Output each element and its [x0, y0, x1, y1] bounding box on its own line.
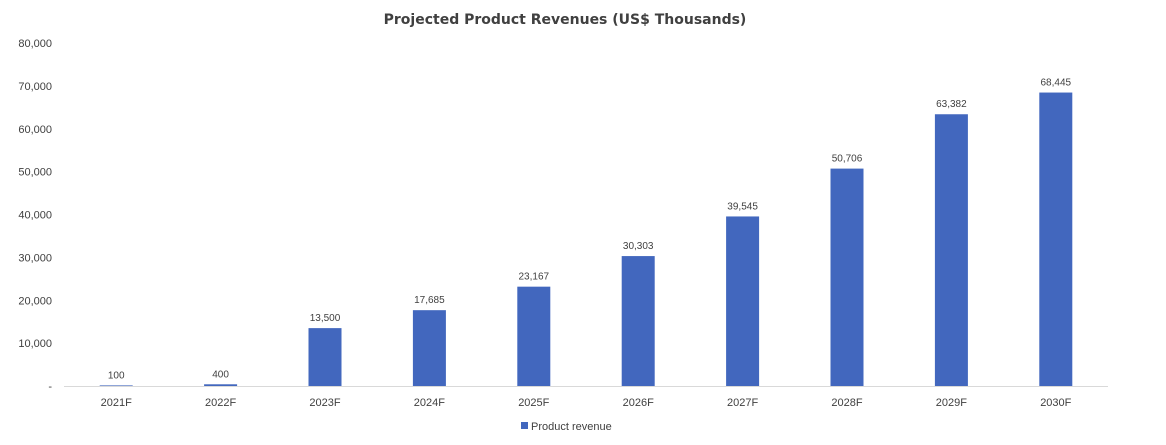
legend-swatch	[521, 422, 528, 429]
y-tick-label: 80,000	[18, 38, 52, 50]
x-tick-label: 2021F	[101, 397, 132, 409]
bar-2030F	[1039, 92, 1073, 387]
y-tick-label: 60,000	[18, 124, 52, 136]
chart-title: Projected Product Revenues (US$ Thousand…	[384, 12, 747, 28]
data-label-2022F: 400	[212, 369, 229, 380]
bar-2025F	[517, 286, 551, 386]
y-tick-label: 30,000	[18, 252, 52, 264]
data-label-2021F: 100	[108, 371, 125, 382]
data-label-2026F: 30,303	[623, 241, 654, 252]
bar-2021F	[99, 385, 133, 386]
legend: Product revenue	[521, 421, 612, 433]
data-label-2028F: 50,706	[832, 154, 863, 165]
y-tick-label: 10,000	[18, 338, 52, 350]
x-tick-label: 2022F	[205, 397, 236, 409]
bar-2027F	[726, 216, 760, 386]
y-tick-label: 70,000	[18, 81, 52, 93]
bar-2022F	[204, 384, 238, 386]
data-label-2023F: 13,500	[310, 313, 341, 324]
bar-2023F	[308, 328, 342, 386]
data-label-2024F: 17,685	[414, 295, 445, 306]
data-labels: 100 400 13,500 17,685 23,167 30,303 39,545 50,7…	[108, 78, 1072, 382]
y-tick-label: 50,000	[18, 167, 52, 179]
bar-2028F	[830, 168, 864, 386]
y-axis-ticks: - 10,000 20,000 30,000 40,000 50,000 60,000 70,…	[18, 38, 52, 393]
y-tick-label: -	[48, 381, 52, 393]
data-label-2025F: 23,167	[519, 272, 550, 283]
x-axis-ticks: 2021F 2022F 2023F 2024F 2025F 2026F 2027F 2028F…	[101, 397, 1072, 409]
bar-2024F	[412, 310, 446, 386]
bar-2026F	[621, 256, 655, 386]
y-tick-label: 20,000	[18, 295, 52, 307]
x-tick-label: 2028F	[831, 397, 862, 409]
data-label-2029F: 63,382	[936, 99, 967, 110]
x-tick-label: 2025F	[518, 397, 549, 409]
data-label-2030F: 68,445	[1041, 78, 1072, 89]
x-tick-label: 2023F	[309, 397, 340, 409]
x-tick-label: 2027F	[727, 397, 758, 409]
bars	[99, 92, 1073, 387]
x-tick-label: 2029F	[936, 397, 967, 409]
y-tick-label: 40,000	[18, 210, 52, 222]
x-tick-label: 2030F	[1040, 397, 1071, 409]
data-label-2027F: 39,545	[727, 201, 758, 212]
legend-label: Product revenue	[531, 421, 612, 433]
x-tick-label: 2026F	[623, 397, 654, 409]
x-tick-label: 2024F	[414, 397, 445, 409]
bar-2029F	[934, 114, 968, 387]
